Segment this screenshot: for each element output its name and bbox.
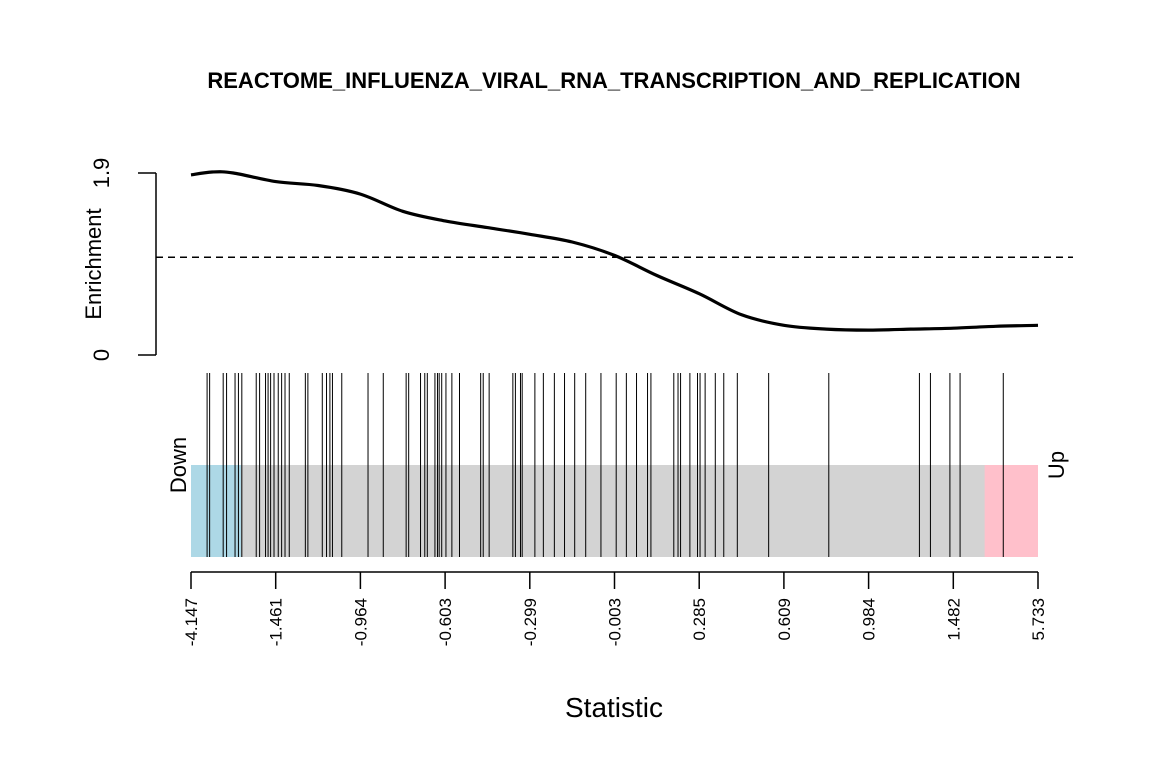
x-tick-label: -0.964 bbox=[351, 598, 370, 646]
enrichment-curve bbox=[190, 170, 1039, 332]
x-tick-label: -0.003 bbox=[606, 598, 625, 646]
x-tick-label: -4.147 bbox=[182, 598, 201, 646]
x-tick-label: -0.299 bbox=[521, 598, 540, 646]
up-label: Up bbox=[1044, 451, 1069, 479]
y-axis-label: Enrichment bbox=[81, 208, 106, 319]
barcode-down-region bbox=[191, 465, 241, 557]
barcode-middle-region bbox=[191, 465, 1038, 557]
chart-title: REACTOME_INFLUENZA_VIRAL_RNA_TRANSCRIPTI… bbox=[207, 68, 1020, 93]
y-tick-label-max: 1.9 bbox=[89, 158, 114, 189]
x-tick-label: 1.482 bbox=[944, 598, 963, 641]
x-tick-label: -1.461 bbox=[267, 598, 286, 646]
x-tick-label: 0.984 bbox=[860, 598, 879, 641]
x-axis-label: Statistic bbox=[565, 692, 663, 723]
barcode-up-region bbox=[984, 465, 1038, 557]
x-tick-label: 0.285 bbox=[690, 598, 709, 641]
y-tick-label-0: 0 bbox=[89, 349, 114, 361]
x-tick-label: -0.603 bbox=[436, 598, 455, 646]
barcode-lines bbox=[206, 373, 1004, 557]
x-tick-label: 0.609 bbox=[775, 598, 794, 641]
x-tick-label: 5.733 bbox=[1029, 598, 1048, 641]
down-label: Down bbox=[166, 437, 191, 493]
enrichment-axis bbox=[138, 172, 157, 356]
x-axis-ticks: -4.147 -1.461 -0.964 -0.603 -0.299 -0.003 0.28… bbox=[182, 572, 1048, 646]
